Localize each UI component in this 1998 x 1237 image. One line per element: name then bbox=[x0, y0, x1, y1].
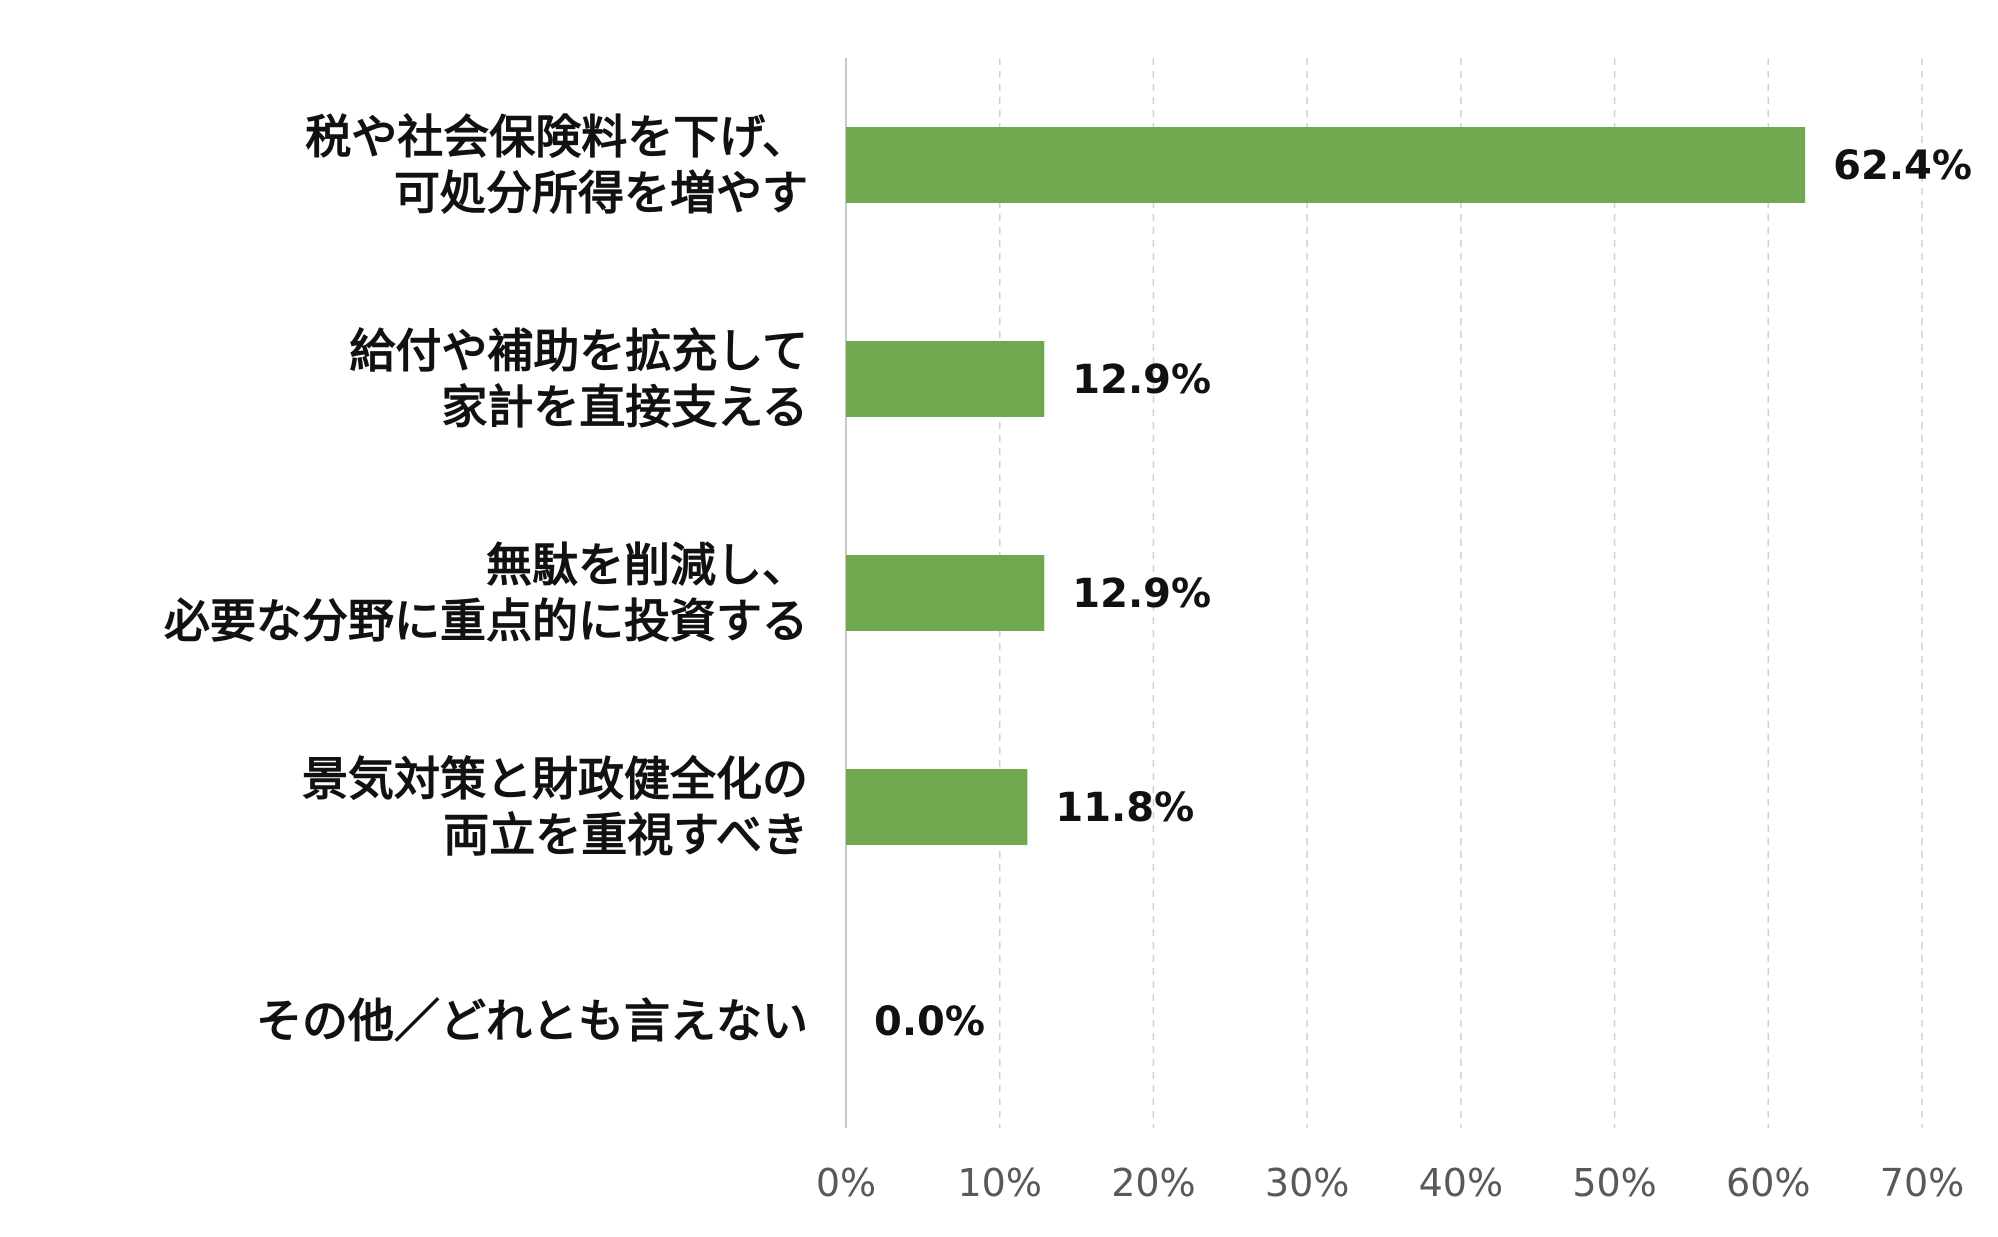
bar-3 bbox=[846, 769, 1028, 845]
category-label-2-line-1: 必要な分野に重点的に投資する bbox=[164, 594, 808, 648]
x-tick-label: 10% bbox=[957, 1161, 1041, 1205]
data-label-3: 11.8% bbox=[1055, 785, 1194, 831]
category-label-4-line-0: その他／どれとも言えない bbox=[256, 994, 808, 1048]
bars-layer bbox=[846, 127, 1806, 845]
bar-1 bbox=[846, 341, 1045, 417]
category-label-1-line-1: 家計を直接支える bbox=[441, 380, 808, 434]
x-tick-label: 40% bbox=[1419, 1161, 1503, 1205]
labels-layer: 0% 10% 20% 30% 40% 50% 60% 70% 62.4% 税や社会保険料を下げ、可… bbox=[164, 110, 1972, 1205]
category-label-0-line-0: 税や社会保険料を下げ、 bbox=[305, 110, 808, 164]
x-tick-label: 30% bbox=[1265, 1161, 1349, 1205]
data-label-0: 62.4% bbox=[1833, 143, 1972, 189]
category-label-1-line-0: 給付や補助を拡充して bbox=[349, 324, 808, 378]
x-tick-label: 50% bbox=[1572, 1161, 1656, 1205]
x-tick-label: 60% bbox=[1726, 1161, 1810, 1205]
bar-2 bbox=[846, 555, 1045, 631]
category-label-2-line-0: 無駄を削減し、 bbox=[486, 538, 808, 592]
data-label-1: 12.9% bbox=[1072, 357, 1211, 403]
category-label-3-line-0: 景気対策と財政健全化の bbox=[302, 752, 808, 806]
x-tick-label: 0% bbox=[816, 1161, 876, 1205]
x-tick-label: 70% bbox=[1880, 1161, 1964, 1205]
x-tick-label: 20% bbox=[1111, 1161, 1195, 1205]
category-label-0-line-1: 可処分所得を増やす bbox=[394, 166, 808, 220]
data-label-4: 0.0% bbox=[874, 999, 985, 1045]
data-label-2: 12.9% bbox=[1072, 571, 1211, 617]
bar-0 bbox=[846, 127, 1806, 203]
category-label-3-line-1: 両立を重視すべき bbox=[443, 808, 808, 862]
